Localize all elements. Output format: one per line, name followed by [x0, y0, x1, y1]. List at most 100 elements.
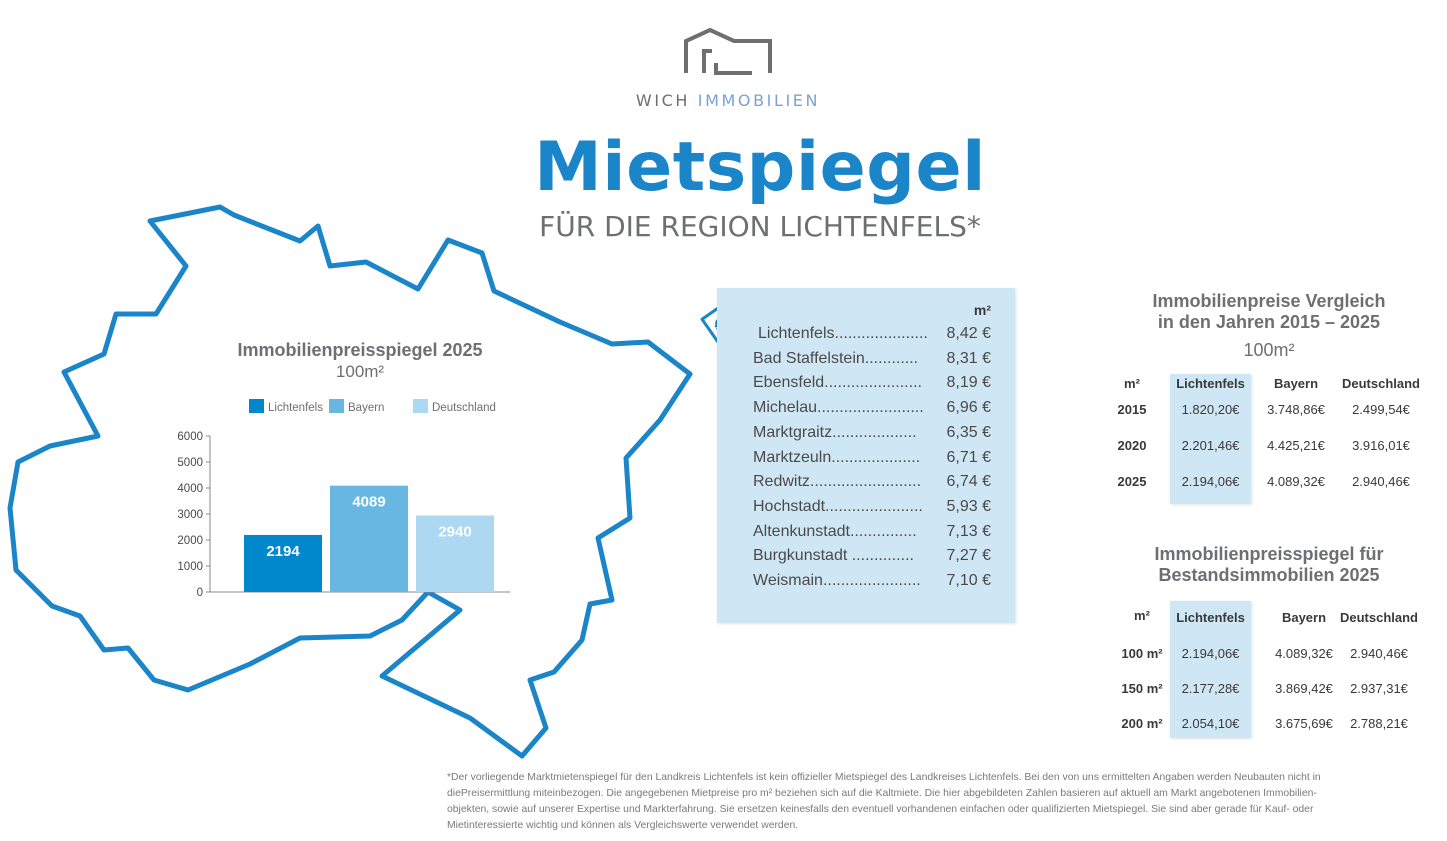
rent-row: Redwitz......................... 6,74 € [717, 473, 1015, 497]
rent-price: 8,19 € [946, 374, 991, 392]
bar-value-label: 4089 [352, 494, 385, 511]
table-header-cell: Deutschland [1339, 610, 1418, 625]
table-cell: 4.425,21€ [1267, 438, 1325, 453]
table-cell: 2.940,46€ [1352, 474, 1410, 489]
years-table-title-line1: Immobilienpreise Vergleich [1152, 291, 1386, 311]
table-cell: 2.194,06€ [1181, 646, 1240, 661]
rent-price: 6,96 € [946, 399, 991, 417]
rent-town-name: Marktgraitz................... [753, 423, 917, 441]
footnote-line: diePreisermittlung miteinbezogen. Die an… [447, 788, 1317, 799]
table-cell: 2.054,10€ [1181, 716, 1240, 731]
rent-row: Michelau........................ 6,96 € [717, 399, 1015, 423]
y-tick-label: 1000 [177, 561, 203, 573]
legend-swatch [413, 399, 428, 413]
brand-name: WICH IMMOBILIEN [560, 91, 896, 110]
table-row-label: 100 m² [1121, 646, 1163, 661]
rent-row: Altenkunstadt............... 7,13 € [717, 523, 1015, 547]
table-header-cell: m² [1134, 608, 1150, 623]
rent-row: Bad Staffelstein............ 8,31 € [717, 350, 1015, 374]
bar-value-label: 2940 [438, 524, 471, 541]
table-row-label: 200 m² [1121, 716, 1163, 731]
table-header-cell: Deutschland [1341, 376, 1420, 391]
bar-chart: Lichtenfels Bayern Deutschland 0 1000 2000 30… [177, 399, 510, 599]
rent-row: Marktzeuln.................... 6,71 € [717, 449, 1015, 473]
years-table-unit: 100m² [1243, 340, 1295, 360]
rent-town-name: Bad Staffelstein............ [753, 349, 919, 367]
rent-town-name: Hochstadt...................... [753, 497, 923, 515]
rent-price: 7,10 € [946, 572, 991, 589]
rent-price: 6,71 € [946, 448, 991, 466]
table-row-label: 2015 [1117, 402, 1147, 417]
table-header-cell: Bayern [1281, 610, 1327, 625]
table-cell: 3.916,01€ [1352, 438, 1410, 453]
page-subtitle: FÜR DIE REGION LICHTENFELS* [539, 210, 981, 243]
table-row-label: 2020 [1117, 438, 1147, 453]
rent-price: 5,93 € [946, 497, 991, 515]
chart-title: Immobilienpreisspiegel 2025 [237, 340, 483, 360]
rent-town-name: Burgkunstadt .............. [753, 547, 914, 565]
table-header-cell: Lichtenfels [1176, 610, 1245, 625]
table-header-cell: Bayern [1273, 376, 1319, 391]
table-cell: 2.194,06€ [1181, 474, 1240, 489]
page-title: Mietspiegel [534, 128, 986, 207]
table-cell: 2.499,54€ [1352, 402, 1410, 417]
rent-town-name: Marktzeuln.................... [753, 448, 921, 466]
table-cell: 3.675,69€ [1275, 716, 1333, 731]
existing-table-title-line1: Immobilienpreisspiegel für [1154, 544, 1384, 564]
rent-town-name: Lichtenfels..................... [758, 325, 928, 342]
brand-name-part2: IMMOBILIEN [697, 91, 821, 110]
house-outline-icon [684, 27, 772, 75]
years-table-title-line2: in den Jahren 2015 – 2025 [1157, 312, 1381, 332]
lichtenfels-highlight-column [1170, 374, 1251, 504]
rent-table-panel: m² Lichtenfels..................... 8,42 … [717, 288, 1015, 623]
rent-town-name: Michelau........................ [753, 399, 924, 417]
table-cell: 2.937,31€ [1350, 681, 1408, 696]
table-cell: 3.748,86€ [1267, 402, 1325, 417]
footnote: *Der vorliegende Marktmietenspiegel für … [447, 770, 1422, 834]
table-cell: 2.201,46€ [1181, 438, 1240, 453]
legend-swatch [249, 399, 264, 413]
footnote-line: Mietinteressierte wichtig und können als… [447, 820, 799, 831]
y-tick-label: 6000 [177, 431, 203, 443]
bar-bayern [330, 485, 408, 592]
rent-price: 7,27 € [946, 547, 991, 565]
table-cell: 1.820,20€ [1181, 402, 1240, 417]
y-tick-label: 3000 [177, 509, 203, 521]
y-tick-label: 4000 [177, 483, 203, 495]
rent-price: 8,42 € [946, 325, 991, 342]
rent-row: Lichtenfels..................... 8,42 € [717, 325, 1015, 349]
y-tick-label: 2000 [177, 535, 203, 547]
y-tick-label: 0 [197, 587, 203, 599]
rent-row: Weismain...................... 7,10 € [717, 572, 1015, 596]
brand-name-part1: WICH [635, 91, 698, 110]
rent-row: Marktgraitz................... 6,35 € [717, 424, 1015, 448]
rent-row: Burgkunstadt .............. 7,27 € [717, 547, 1015, 571]
footnote-line: objekten, sowie auf unserer Expertise un… [447, 804, 1314, 815]
rent-price: 7,13 € [946, 522, 991, 540]
bar-deutschland [416, 515, 494, 592]
y-tick-label: 5000 [177, 457, 203, 469]
rent-row: Ebensfeld...................... 8,19 € [717, 374, 1015, 398]
rent-row: Hochstadt...................... 5,93 € [717, 498, 1015, 522]
table-cell: 2.177,28€ [1181, 681, 1240, 696]
chart-unit-label: 100m² [335, 362, 385, 381]
years-table-title: Immobilienpreise Vergleich in den Jahren… [1110, 291, 1428, 333]
rent-town-name: Weismain...................... [753, 572, 921, 589]
rent-price: 6,74 € [946, 473, 991, 491]
existing-table-title-line2: Bestandsimmobilien 2025 [1158, 565, 1380, 585]
rent-town-name: Ebensfeld...................... [753, 374, 922, 392]
rent-price: 8,31 € [946, 349, 991, 367]
rent-town-name: Altenkunstadt............... [753, 522, 917, 540]
chart-legend: Lichtenfels Bayern Deutschland [249, 399, 496, 414]
table-row-label: 150 m² [1121, 681, 1163, 696]
table-cell: 4.089,32€ [1275, 646, 1333, 661]
table-header-cell: m² [1124, 376, 1140, 391]
legend-swatch [329, 399, 344, 413]
table-cell: 4.089,32€ [1267, 474, 1325, 489]
lichtenfels-highlight-column [1170, 601, 1251, 738]
table-cell: 3.869,42€ [1275, 681, 1333, 696]
rent-town-name: Redwitz......................... [753, 473, 922, 491]
legend-label: Lichtenfels [268, 402, 323, 414]
legend-label: Deutschland [432, 402, 496, 414]
chart-bars: 2194 4089 2940 [244, 485, 494, 592]
